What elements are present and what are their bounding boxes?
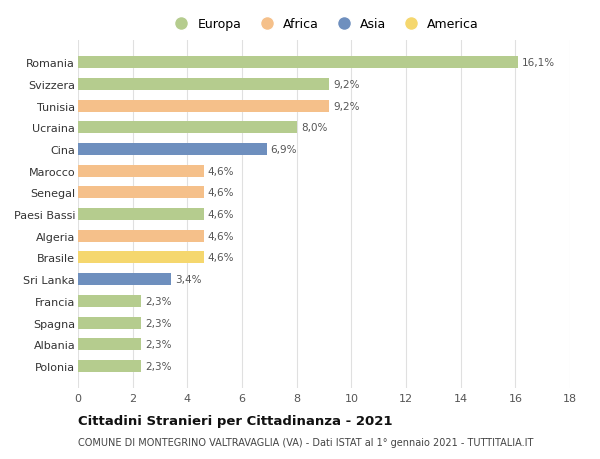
Text: 9,2%: 9,2% <box>334 101 360 112</box>
Bar <box>78 144 266 156</box>
Text: 3,4%: 3,4% <box>175 274 202 285</box>
Text: 2,3%: 2,3% <box>145 296 172 306</box>
Text: 4,6%: 4,6% <box>208 166 235 176</box>
Text: 4,6%: 4,6% <box>208 231 235 241</box>
Text: 4,6%: 4,6% <box>208 210 235 219</box>
Bar <box>78 339 141 351</box>
Text: 9,2%: 9,2% <box>334 80 360 90</box>
Bar <box>78 122 296 134</box>
Bar <box>78 295 141 307</box>
Text: 4,6%: 4,6% <box>208 188 235 198</box>
Bar <box>78 209 204 220</box>
Text: 16,1%: 16,1% <box>522 58 555 68</box>
Text: COMUNE DI MONTEGRINO VALTRAVAGLIA (VA) - Dati ISTAT al 1° gennaio 2021 - TUTTITA: COMUNE DI MONTEGRINO VALTRAVAGLIA (VA) -… <box>78 437 533 447</box>
Text: Cittadini Stranieri per Cittadinanza - 2021: Cittadini Stranieri per Cittadinanza - 2… <box>78 414 392 428</box>
Bar <box>78 78 329 90</box>
Bar <box>78 57 518 69</box>
Text: 2,3%: 2,3% <box>145 361 172 371</box>
Bar <box>78 187 204 199</box>
Text: 8,0%: 8,0% <box>301 123 327 133</box>
Bar <box>78 230 204 242</box>
Text: 4,6%: 4,6% <box>208 253 235 263</box>
Bar <box>78 101 329 112</box>
Bar <box>78 252 204 264</box>
Bar <box>78 165 204 177</box>
Bar <box>78 274 171 285</box>
Bar <box>78 317 141 329</box>
Legend: Europa, Africa, Asia, America: Europa, Africa, Asia, America <box>164 13 484 36</box>
Text: 2,3%: 2,3% <box>145 318 172 328</box>
Bar <box>78 360 141 372</box>
Text: 6,9%: 6,9% <box>271 145 297 155</box>
Text: 2,3%: 2,3% <box>145 340 172 349</box>
